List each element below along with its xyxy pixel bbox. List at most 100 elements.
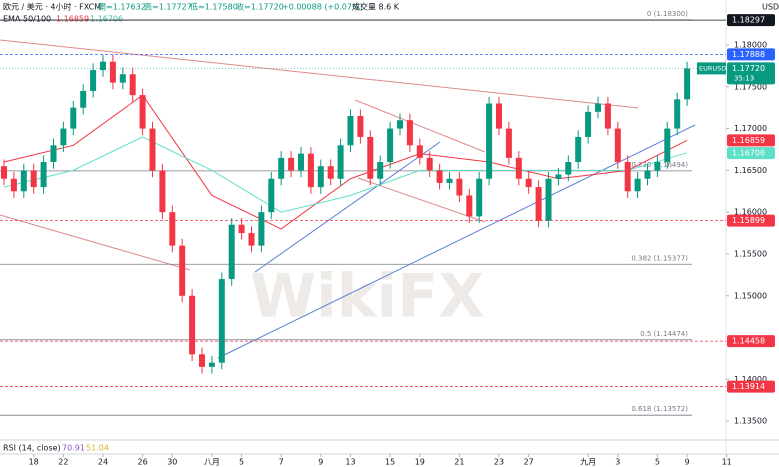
ohlc: 高=1.17727 <box>144 2 192 12</box>
legend-entry: 1.16706 <box>90 15 123 24</box>
legend-entry: 1.16859 <box>56 15 89 24</box>
candle-body <box>159 170 166 213</box>
candle-body <box>426 157 433 171</box>
candle-body <box>278 157 285 179</box>
ohlc: 低=1.17580 <box>190 2 238 12</box>
fib-label: 0.618 (1.13572) <box>631 405 688 413</box>
price-tag <box>727 214 775 227</box>
candle-body <box>486 103 493 179</box>
price-tag <box>727 62 775 85</box>
x-tick-label: 18 <box>29 458 39 467</box>
rsi-value: 51.04 <box>86 444 109 453</box>
x-tick-label: 24 <box>98 458 108 467</box>
ohlc: 收=1.17720 <box>236 2 284 12</box>
candle-body <box>298 153 304 171</box>
candle-body <box>149 128 156 171</box>
candle-body <box>634 178 641 192</box>
price-tag-label: 1.16859 <box>732 136 765 145</box>
candle-body <box>20 170 27 192</box>
x-tick-label: 9 <box>318 458 323 467</box>
candle-body <box>525 178 532 188</box>
candle-body <box>100 61 106 71</box>
candle-body <box>644 170 651 179</box>
x-tick-label: 5 <box>239 458 244 467</box>
trend-line <box>217 124 696 359</box>
x-tick-label: 5 <box>655 458 660 467</box>
header: 欧元 / 美元 · 4小时 · FXCM 開=1.17632 高=1.17727… <box>3 2 779 453</box>
candle-body <box>624 162 631 192</box>
y-tick-label: 1.15000 <box>734 291 767 300</box>
candle-body <box>90 70 97 91</box>
trend-line <box>254 141 441 273</box>
y-tick-label: 1.15500 <box>734 249 767 258</box>
candle-body <box>119 74 126 83</box>
x-tick-label: 9 <box>685 458 690 467</box>
ohlc: 開=1.17632 <box>98 3 146 12</box>
candle-body <box>10 178 17 192</box>
x-tick-label: 八月 <box>204 458 220 467</box>
trend-line <box>0 39 639 109</box>
price-tag <box>727 335 775 348</box>
candle-body <box>337 145 344 179</box>
x-tick-label: 13 <box>345 458 355 467</box>
price-tag-label: 1.14458 <box>732 337 765 346</box>
x-tick-label: 23 <box>494 458 504 467</box>
y-tick-label: 1.16500 <box>734 166 767 175</box>
drawings <box>0 39 696 359</box>
candle-body <box>80 90 87 108</box>
fib-label: 0 (1.18300) <box>647 10 688 18</box>
candle-body <box>476 178 483 217</box>
candle-body <box>228 224 235 280</box>
candle-body <box>446 178 453 183</box>
candle-body <box>317 166 324 188</box>
price-tag-label: 1.15899 <box>732 216 765 225</box>
x-tick-label: 27 <box>524 458 534 467</box>
candle-body <box>288 157 295 171</box>
candle-body <box>674 99 681 129</box>
candle-body <box>595 103 601 112</box>
candle-body <box>604 103 611 129</box>
x-tick-label: 26 <box>138 458 148 467</box>
volume: 成交量 8.6 K <box>352 2 400 12</box>
trend-line <box>0 214 191 271</box>
candle-body <box>307 153 314 188</box>
candle-body <box>248 233 255 246</box>
candle-body <box>555 174 562 179</box>
x-tick-label: 30 <box>167 458 177 467</box>
price-tag-label: 1.18297 <box>732 16 765 25</box>
candle-body <box>199 354 205 367</box>
candle-body <box>505 128 512 158</box>
watermark: WikiFX <box>250 262 484 332</box>
candle-body <box>258 212 265 246</box>
candle-body <box>397 120 403 129</box>
candle-body <box>416 145 423 158</box>
candle-body <box>109 61 116 83</box>
y-tick-label: 1.13500 <box>734 417 767 426</box>
x-tick-label: 15 <box>385 458 395 467</box>
candle-body <box>436 170 443 183</box>
candle-body <box>575 136 582 163</box>
candle-body <box>1 166 7 179</box>
change: +0.00088 (+0.07%) <box>282 3 363 12</box>
x-tick-label: 22 <box>58 458 68 467</box>
rsi-label: RSI (14, close) <box>3 444 61 453</box>
ema-line <box>3 136 688 213</box>
price-tag <box>727 147 775 160</box>
candle-body <box>684 68 691 100</box>
fib-label: 0.382 (1.15377) <box>631 254 688 262</box>
candle-body <box>70 107 77 129</box>
candle-body <box>169 212 176 246</box>
candle-body <box>218 279 225 363</box>
ema-label: EMA 50/100 <box>3 15 51 24</box>
timer: 35:13 <box>734 74 754 82</box>
candle-body <box>347 116 354 146</box>
candle-body <box>367 136 374 179</box>
currency: USD <box>762 3 779 12</box>
y-tick-label: 1.14000 <box>734 375 767 384</box>
y-tick-label: 1.17000 <box>734 124 767 133</box>
candle-body <box>515 157 522 179</box>
y-tick-label: 1.18000 <box>734 40 767 49</box>
price-tag-label: 1.17720 <box>732 64 765 73</box>
